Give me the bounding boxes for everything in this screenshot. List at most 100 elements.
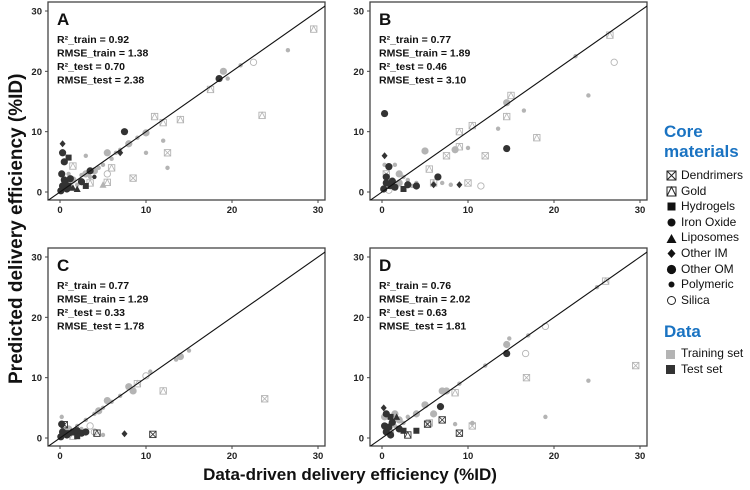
y-tick-label: 30	[31, 253, 42, 264]
data-point	[173, 357, 179, 362]
other-om-marker	[103, 149, 111, 157]
identity-line	[48, 251, 325, 446]
data-point	[75, 182, 80, 187]
legend-item-gold: Gold	[666, 184, 750, 200]
data-point	[393, 413, 401, 420]
y-tick-label: 30	[31, 7, 42, 18]
stat-text: RMSE_test = 3.10	[379, 75, 466, 87]
x-tick-label: 30	[313, 451, 324, 462]
legend-item-label: Liposomes	[681, 230, 740, 245]
y-tick-label: 0	[37, 188, 42, 199]
legend-item-label: Hydrogels	[681, 199, 736, 214]
dendrimer-marker-box	[149, 430, 157, 439]
legend-item-label: Other IM	[681, 245, 728, 260]
data-point	[61, 179, 69, 187]
data-point	[503, 112, 511, 121]
stat-text: R²_train = 0.76	[379, 280, 451, 292]
polymeric-marker	[392, 162, 398, 168]
liposome-marker	[73, 185, 81, 192]
silica-marker	[103, 170, 111, 178]
stat-text: RMSE_train = 2.02	[379, 294, 470, 306]
data-point	[69, 184, 77, 191]
other-om-marker	[380, 185, 388, 193]
hydrogel-marker	[65, 430, 72, 437]
silica-marker	[477, 182, 485, 190]
silica-marker	[249, 58, 258, 66]
training-set-swatch	[666, 349, 675, 359]
stat-text: R²_train = 0.77	[57, 280, 129, 292]
data-point	[503, 144, 511, 153]
x-tick-label: 10	[141, 205, 152, 216]
data-point	[442, 387, 451, 395]
y-tick-label: 10	[353, 373, 364, 384]
data-point	[464, 179, 472, 187]
data-point	[391, 183, 399, 191]
x-tick-label: 30	[635, 205, 646, 216]
data-point	[83, 153, 89, 158]
data-point	[258, 111, 266, 120]
polymeric-marker	[165, 165, 170, 171]
hydrogel-marker	[74, 433, 81, 440]
data-point	[69, 161, 77, 170]
data-point	[423, 420, 432, 428]
data-point	[521, 349, 530, 358]
polymeric-marker	[173, 357, 179, 362]
other-om-marker	[120, 128, 129, 136]
gold-marker-triangle	[455, 142, 463, 151]
data-point	[586, 93, 591, 98]
identity-line	[370, 5, 647, 200]
silica-marker	[86, 422, 94, 430]
other-om-marker	[219, 67, 227, 75]
x-tick-label: 20	[549, 205, 560, 216]
other-om-marker	[503, 144, 511, 153]
other-om-marker	[430, 410, 438, 418]
polymeric-marker	[96, 165, 101, 171]
dendrimer-icon	[666, 170, 677, 181]
data-point	[495, 126, 501, 131]
dendrimer-marker-cross	[149, 430, 157, 438]
legend-item-label: Gold	[681, 183, 707, 198]
hydrogel-icon	[667, 202, 676, 211]
dendrimer-marker-cross	[443, 152, 450, 160]
dendrimer-marker-cross	[481, 152, 489, 160]
polymeric-marker	[148, 369, 153, 374]
panel-letter: A	[57, 10, 69, 29]
y-tick-label: 0	[359, 434, 364, 445]
legend-test-set: Test set	[666, 362, 750, 378]
data-point	[388, 418, 396, 426]
gold-marker-triangle	[507, 91, 515, 99]
other-om-marker	[129, 387, 137, 395]
other-im-marker	[456, 181, 463, 189]
data-point	[103, 170, 111, 178]
polymeric-marker	[495, 126, 501, 131]
polymeric-marker	[507, 336, 512, 341]
data-point	[436, 403, 445, 411]
other-om-marker	[412, 182, 420, 190]
gold-icon	[666, 185, 677, 197]
other-im-marker	[381, 152, 388, 160]
other-om-marker	[434, 173, 442, 181]
stat-text: R²_test = 0.63	[379, 307, 447, 319]
gold-marker-triangle	[451, 388, 459, 397]
data-point	[380, 185, 388, 193]
polymeric-marker	[586, 93, 591, 98]
legend-item-dendrimer: Dendrimers	[666, 168, 750, 184]
data-point	[176, 115, 185, 124]
data-point	[66, 175, 74, 183]
polymeric-marker	[100, 432, 106, 438]
data-point	[465, 145, 471, 151]
x-tick-label: 30	[635, 451, 646, 462]
other-om-marker	[503, 99, 511, 107]
data-point	[92, 174, 97, 180]
legend-core-title-line2: materials	[664, 142, 739, 161]
hydrogel-marker	[82, 182, 89, 189]
polymeric-marker	[186, 348, 192, 353]
dendrimer-marker-box	[481, 152, 489, 160]
other-om-marker	[61, 179, 69, 187]
y-tick-label: 20	[31, 313, 42, 324]
silica-marker	[521, 349, 530, 358]
polymeric-marker	[452, 421, 458, 427]
data-point	[455, 127, 464, 136]
data-point	[507, 91, 515, 100]
x-tick-label: 20	[227, 205, 238, 216]
